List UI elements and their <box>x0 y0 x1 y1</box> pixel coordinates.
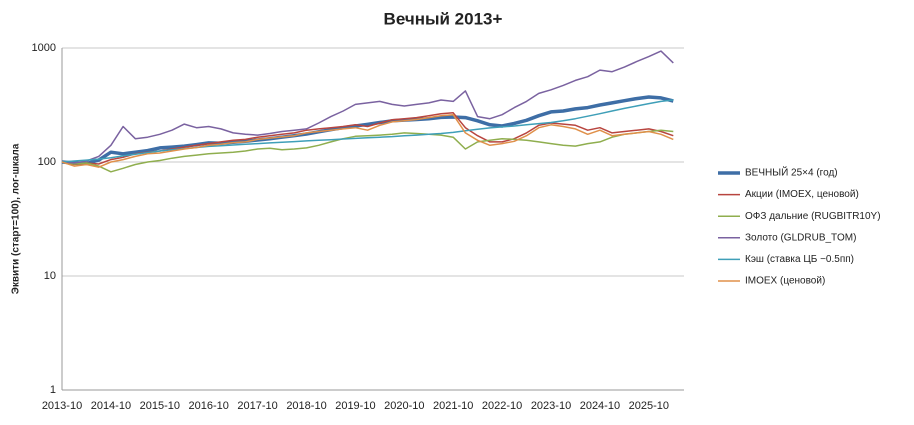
x-tick-label: 2018-10 <box>286 400 326 412</box>
x-tick-label: 2022-10 <box>482 400 522 412</box>
series-line <box>61 99 674 163</box>
legend-label: Акции (IMOEX, ценовой) <box>745 189 859 200</box>
x-tick-label: 2019-10 <box>335 400 375 412</box>
chart-title: Вечный 2013+ <box>384 9 503 28</box>
x-tick-label: 2013-10 <box>42 400 82 412</box>
legend-label: Кэш (ставка ЦБ −0.5пп) <box>745 254 854 265</box>
y-tick-label: 1000 <box>32 42 56 54</box>
series-line <box>61 113 674 168</box>
x-tick-label: 2024-10 <box>580 400 620 412</box>
legend-label: ВЕЧНЫЙ 25×4 (год) <box>745 166 838 179</box>
x-tick-label: 2023-10 <box>531 400 571 412</box>
series-line <box>61 50 674 164</box>
legend-label: IMOEX (ценовой) <box>745 276 825 287</box>
series-line <box>61 129 674 173</box>
y-tick-label: 10 <box>44 270 56 282</box>
x-tick-label: 2020-10 <box>384 400 424 412</box>
x-tick-label: 2021-10 <box>433 400 473 412</box>
x-tick-label: 2016-10 <box>189 400 229 412</box>
series-line <box>61 95 674 166</box>
x-tick-label: 2014-10 <box>91 400 131 412</box>
legend-label: Золото (GLDRUB_TOM) <box>745 232 856 243</box>
y-tick-label: 100 <box>38 156 56 168</box>
y-tick-label: 1 <box>50 384 56 396</box>
y-axis-label: Эквити (старт=100), лог-шкала <box>11 143 22 294</box>
x-tick-label: 2025-10 <box>629 400 669 412</box>
x-tick-label: 2017-10 <box>237 400 277 412</box>
series-line <box>61 112 674 166</box>
legend-label: ОФЗ дальние (RUGBITR10Y) <box>745 211 881 222</box>
x-tick-label: 2015-10 <box>140 400 180 412</box>
